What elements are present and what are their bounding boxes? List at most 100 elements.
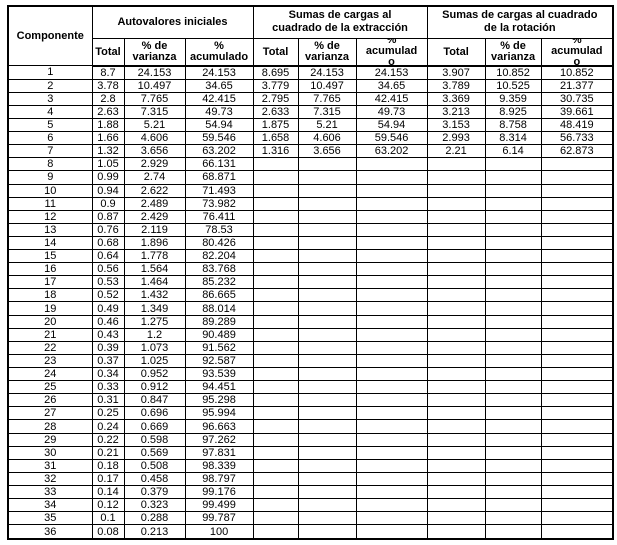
table-row: 18 0.52 1.432 86.665 — [7, 288, 614, 303]
value-cell: 0.56 — [91, 262, 125, 277]
value-cell: 68.871 — [184, 170, 254, 185]
table-row: 34 0.12 0.323 99.499 — [7, 498, 614, 513]
value-cell — [252, 380, 299, 395]
value-cell: 0.912 — [123, 380, 186, 395]
componente-cell: 13 — [7, 222, 93, 237]
value-cell — [540, 498, 614, 513]
value-cell: 0.53 — [91, 275, 125, 290]
col-header-acumulado-extraccion: % acumulad o — [355, 37, 428, 67]
value-cell: 1.66 — [91, 131, 125, 146]
componente-cell: 12 — [7, 209, 93, 224]
value-cell — [426, 445, 486, 460]
table-row: 28 0.24 0.669 96.663 — [7, 419, 614, 434]
table-row: 2 3.78 10.497 34.65 3.779 10.497 34.65 3.789 10.… — [7, 78, 614, 93]
value-cell — [484, 183, 542, 198]
value-cell — [540, 262, 614, 277]
componente-cell: 9 — [7, 170, 93, 185]
value-cell: 0.68 — [91, 235, 125, 251]
value-cell: 63.202 — [184, 144, 254, 159]
value-cell: 0.39 — [91, 340, 125, 355]
col-header-total-rotacion: Total — [426, 37, 486, 67]
value-cell: 1.896 — [123, 235, 186, 251]
value-cell — [252, 340, 299, 355]
group-header-rotacion: Sumas de cargas al cuadrado de la rotaci… — [426, 5, 614, 39]
value-cell: 59.546 — [184, 131, 254, 146]
table-row: 14 0.68 1.896 80.426 — [7, 235, 614, 251]
value-cell — [426, 196, 486, 211]
value-cell — [484, 419, 542, 434]
value-cell — [540, 327, 614, 342]
value-cell: 80.426 — [184, 235, 254, 251]
table-row: 26 0.31 0.847 95.298 — [7, 393, 614, 408]
value-cell: 90.489 — [184, 327, 254, 342]
value-cell: 0.21 — [91, 445, 125, 460]
componente-cell: 1 — [7, 65, 93, 80]
value-cell — [484, 275, 542, 290]
table-row: 29 0.22 0.598 97.262 — [7, 432, 614, 447]
table-row: 35 0.1 0.288 99.787 — [7, 511, 614, 526]
col-header-acumulado-rotacion: % acumulad o — [540, 37, 614, 67]
value-cell — [426, 511, 486, 526]
value-cell — [297, 419, 357, 434]
value-cell — [252, 262, 299, 277]
value-cell — [252, 471, 299, 487]
componente-cell: 19 — [7, 301, 93, 316]
value-cell — [252, 327, 299, 342]
table-row: 3 2.8 7.765 42.415 2.795 7.765 42.415 3.369 9.35… — [7, 91, 614, 106]
value-cell — [355, 235, 428, 251]
value-cell — [297, 209, 357, 224]
value-cell: 3.907 — [426, 65, 486, 80]
value-cell: 59.546 — [355, 131, 428, 146]
value-cell — [252, 222, 299, 237]
value-cell: 9.359 — [484, 91, 542, 106]
value-cell — [297, 262, 357, 277]
value-cell — [297, 288, 357, 303]
value-cell: 2.489 — [123, 196, 186, 211]
table-row: 1 8.7 24.153 24.153 8.695 24.153 24.153 3.907 10… — [7, 65, 614, 80]
value-cell — [426, 406, 486, 421]
table-row: 11 0.9 2.489 73.982 — [7, 196, 614, 211]
value-cell: 7.765 — [123, 91, 186, 106]
componente-cell: 11 — [7, 196, 93, 211]
value-cell — [540, 183, 614, 198]
value-cell — [540, 196, 614, 211]
value-cell — [484, 445, 542, 460]
value-cell — [540, 288, 614, 303]
table-row: 25 0.33 0.912 94.451 — [7, 380, 614, 395]
componente-cell: 23 — [7, 353, 93, 369]
componente-cell: 25 — [7, 380, 93, 395]
value-cell — [355, 301, 428, 316]
value-cell: 2.622 — [123, 183, 186, 198]
value-cell: 93.539 — [184, 367, 254, 382]
value-cell — [297, 340, 357, 355]
componente-cell: 3 — [7, 91, 93, 106]
value-cell — [355, 157, 428, 172]
value-cell — [426, 432, 486, 447]
value-cell: 1.88 — [91, 117, 125, 133]
value-cell — [355, 222, 428, 237]
value-cell: 95.994 — [184, 406, 254, 421]
value-cell — [252, 406, 299, 421]
value-cell — [297, 393, 357, 408]
value-cell — [426, 380, 486, 395]
value-cell — [484, 222, 542, 237]
value-cell — [297, 157, 357, 172]
value-cell — [426, 498, 486, 513]
value-cell: 66.131 — [184, 157, 254, 172]
value-cell — [297, 432, 357, 447]
value-cell — [252, 524, 299, 540]
value-cell: 0.323 — [123, 498, 186, 513]
value-cell: 78.53 — [184, 222, 254, 237]
value-cell — [355, 183, 428, 198]
col-header-acumulado-inicial: % acumulado — [184, 37, 254, 67]
value-cell — [252, 485, 299, 500]
value-cell: 1.316 — [252, 144, 299, 159]
componente-cell: 31 — [7, 458, 93, 473]
table-row: 12 0.87 2.429 76.411 — [7, 209, 614, 224]
value-cell: 3.656 — [123, 144, 186, 159]
value-cell: 88.014 — [184, 301, 254, 316]
value-cell: 6.14 — [484, 144, 542, 159]
value-cell — [484, 485, 542, 500]
group-header-row: Componente Autovalores iniciales Sumas d… — [7, 5, 614, 66]
value-cell — [355, 432, 428, 447]
